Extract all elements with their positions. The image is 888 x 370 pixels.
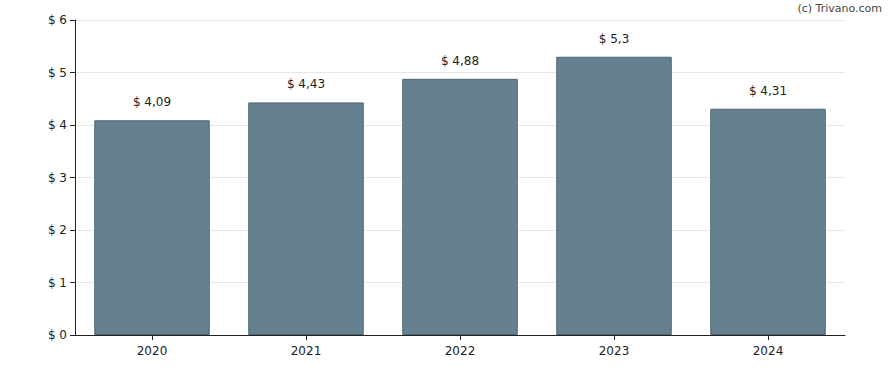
svg-text:$ 4: $ 4	[48, 118, 67, 132]
svg-text:$ 1: $ 1	[48, 276, 67, 290]
svg-text:2023: 2023	[599, 344, 630, 358]
svg-text:$ 3: $ 3	[48, 171, 67, 185]
svg-text:$ 4,09: $ 4,09	[133, 95, 171, 109]
svg-text:$ 0: $ 0	[48, 328, 67, 342]
svg-text:$ 2: $ 2	[48, 223, 67, 237]
svg-text:$ 4,43: $ 4,43	[287, 77, 325, 91]
svg-text:2022: 2022	[445, 344, 476, 358]
svg-text:2024: 2024	[753, 344, 784, 358]
svg-text:$ 5,3: $ 5,3	[599, 32, 630, 46]
svg-text:$ 5: $ 5	[48, 66, 67, 80]
svg-text:2020: 2020	[137, 344, 168, 358]
svg-text:$ 4,88: $ 4,88	[441, 54, 479, 68]
svg-text:(c) Trivano.com: (c) Trivano.com	[797, 2, 882, 15]
svg-text:$ 4,31: $ 4,31	[749, 84, 787, 98]
svg-text:2021: 2021	[291, 344, 322, 358]
svg-text:$ 6: $ 6	[48, 13, 67, 27]
